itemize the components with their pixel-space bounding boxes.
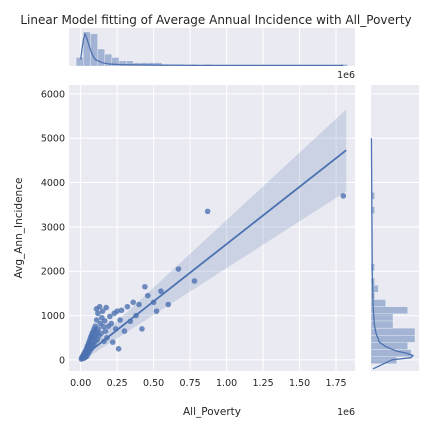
right-histogram-bar	[370, 299, 386, 307]
scatter-point	[107, 313, 113, 320]
scatter-point	[130, 299, 137, 306]
y-tick-label: 0	[59, 355, 65, 366]
y-tick-label: 5000	[41, 134, 65, 145]
right-histogram-bar	[370, 206, 375, 214]
scatter-point	[93, 317, 100, 323]
scatter-point	[153, 308, 160, 314]
scatter-point	[124, 303, 131, 310]
top-scale-label: 1e6	[337, 70, 355, 81]
x-tick-label: 1.50	[289, 378, 310, 389]
y-tick-label: 6000	[41, 89, 65, 100]
x-axis-label: All_Poverty	[183, 406, 241, 418]
scatter-point	[191, 278, 198, 284]
top-histogram-bar	[90, 33, 98, 67]
right-histogram-bar	[370, 327, 416, 336]
chart-title: Linear Model fitting of Average Annual I…	[20, 13, 411, 27]
scatter-point	[204, 208, 211, 215]
scatter-point	[158, 288, 164, 294]
regression-line	[80, 149, 347, 360]
x-tick-label: 0.00	[70, 378, 91, 389]
scatter-point	[117, 317, 123, 323]
scatter-point	[102, 328, 109, 334]
top-histogram-bar	[76, 57, 84, 67]
x-tick-label: 0.25	[107, 378, 128, 389]
scatter-point	[340, 193, 347, 199]
scatter-point	[95, 310, 101, 317]
scatter-point	[103, 304, 110, 311]
scatter-point	[144, 292, 151, 299]
right-histogram-bar	[370, 306, 408, 314]
scatter-point	[142, 283, 148, 290]
x-tick-label: 1.25	[252, 378, 273, 389]
scatter-point	[96, 303, 103, 310]
scatter-point	[95, 326, 101, 332]
x-scale-label: 1e6	[337, 407, 355, 418]
x-tick-label: 1.75	[325, 378, 346, 389]
scatter-point	[114, 308, 120, 314]
x-tick-label: 0.50	[143, 378, 164, 389]
right-histogram-bar	[370, 192, 375, 200]
scatter-point	[101, 318, 108, 324]
top-marginal-kde	[80, 32, 344, 67]
x-tick-label: 0.75	[180, 378, 201, 389]
right-marginal-kde	[370, 138, 415, 370]
scatter-point	[109, 339, 116, 345]
scatter-point	[115, 346, 122, 352]
y-tick-label: 4000	[41, 178, 65, 189]
y-tick-label: 2000	[41, 267, 65, 278]
right-marginal-panel	[371, 85, 419, 371]
scatter-point	[139, 326, 145, 332]
x-axis-ticks: 0.00 0.25 0.50 0.75 1.00 1.25 1.50 1.75	[70, 378, 347, 389]
y-tick-label: 1000	[41, 311, 65, 322]
right-marginal-histogram	[370, 192, 416, 365]
y-axis-ticks: 0 1000 2000 3000 4000 5000 6000	[41, 89, 65, 366]
scatter-point	[165, 301, 172, 308]
main-grid	[69, 85, 355, 371]
scatter-point	[100, 323, 107, 330]
scatter-point	[98, 330, 104, 337]
scatter-point	[99, 308, 106, 314]
scatter-point	[136, 301, 142, 308]
y-tick-label: 3000	[41, 222, 65, 233]
scatter-point	[118, 307, 125, 314]
confidence-band	[80, 109, 347, 362]
x-tick-label: 1.00	[216, 378, 237, 389]
scatter-point	[175, 266, 182, 272]
top-marginal-grid	[80, 28, 337, 66]
scatter-point	[121, 328, 128, 334]
scatter-point	[108, 320, 115, 327]
y-axis-label: Avg_Ann_Incidence	[13, 178, 25, 279]
